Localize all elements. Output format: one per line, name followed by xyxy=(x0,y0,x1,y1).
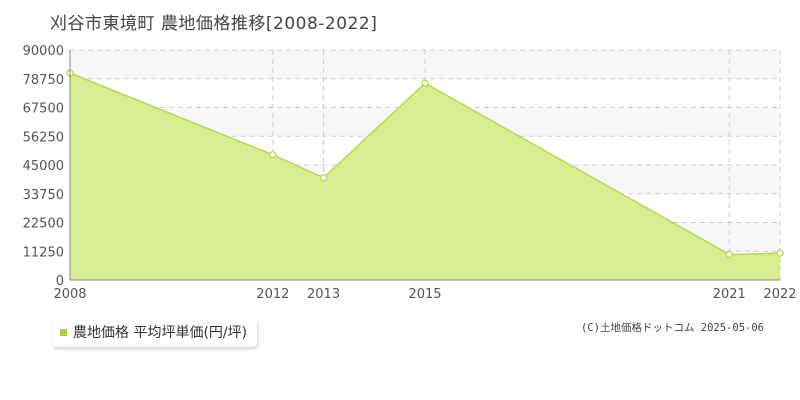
legend-label: 農地価格 平均坪単価(円/坪) xyxy=(73,325,248,341)
y-tick-label: 45000 xyxy=(23,159,64,174)
y-tick-label: 78750 xyxy=(23,73,64,88)
legend: 農地価格 平均坪単価(円/坪) xyxy=(52,318,258,347)
data-point xyxy=(421,79,429,87)
data-point xyxy=(776,249,784,257)
legend-swatch xyxy=(60,328,67,336)
x-tick-labels: 2008 2012 2013 2015 2021 2022 xyxy=(53,287,796,302)
chart-title: 刈谷市東境町 農地価格推移[2008-2022] xyxy=(50,14,378,34)
copyright-notice: (C)土地価格ドットコム 2025-05-06 xyxy=(580,322,764,334)
x-tick-label: 2008 xyxy=(53,287,86,302)
area-layer xyxy=(69,72,781,280)
series-area xyxy=(70,73,780,280)
data-point xyxy=(269,151,277,159)
data-point xyxy=(319,174,328,182)
x-tick-label: 2015 xyxy=(408,287,441,302)
y-tick-label: 11250 xyxy=(23,245,64,260)
x-tick-label: 2012 xyxy=(256,287,289,302)
series-line xyxy=(69,72,781,256)
x-tick-label: 2022 xyxy=(763,287,796,302)
x-tick-label: 2021 xyxy=(713,287,746,302)
y-tick-label: 56250 xyxy=(23,130,64,145)
y-tick-label: 67500 xyxy=(23,102,64,117)
y-tick-label: 0 xyxy=(56,274,64,289)
y-tick-label: 22500 xyxy=(23,217,64,232)
axes xyxy=(69,50,780,281)
y-tick-label: 90000 xyxy=(23,44,64,59)
y-tick-labels: 0 11250 22500 33750 45000 56250 67500 78750 9000… xyxy=(23,44,64,289)
x-tick-label: 2013 xyxy=(307,287,340,302)
y-tick-label: 33750 xyxy=(23,188,64,203)
data-point xyxy=(725,250,733,259)
